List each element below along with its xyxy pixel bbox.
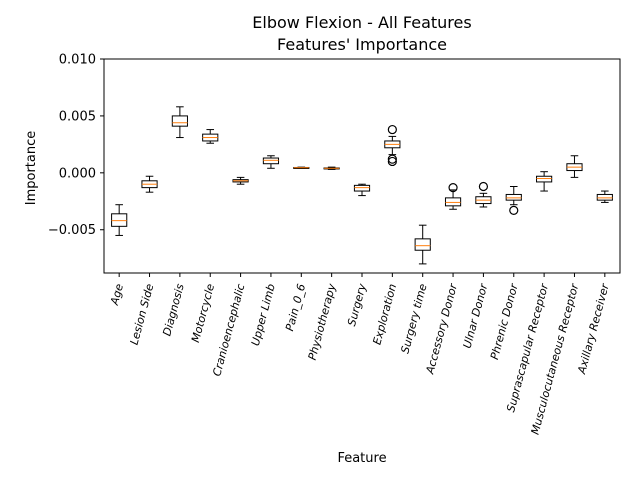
outlier-point: [448, 183, 458, 193]
x-tick-label: Physiotherapy: [306, 282, 339, 362]
x-tick-label: Pain_0_6: [283, 282, 308, 332]
x-tick-label: Cranioencephalic: [210, 282, 247, 377]
x-tick-label: Lesion Side: [128, 282, 157, 346]
box-14: [536, 171, 553, 192]
box-11: [444, 183, 462, 210]
x-tick-label: Surgery: [345, 282, 369, 328]
outlier-point: [387, 124, 397, 135]
box-1: [141, 175, 158, 193]
box-9: [384, 124, 401, 167]
x-tick-label: Upper Limb: [249, 282, 278, 347]
box-13: [505, 185, 522, 215]
box-series: [111, 106, 613, 265]
box-12: [475, 181, 492, 208]
x-tick-label: Exploration: [371, 282, 400, 346]
outlier-point: [478, 181, 489, 192]
box-15: [566, 155, 583, 178]
box-5: [262, 155, 280, 169]
outlier-point: [387, 156, 397, 167]
x-tick-label: Phrenic Donor: [488, 281, 521, 361]
y-tick-label: 0.010: [59, 53, 96, 68]
y-tick-label: 0.005: [59, 109, 96, 124]
iqr-box: [353, 184, 371, 192]
x-tick-label: Diagnosis: [160, 282, 186, 337]
y-tick-label: −0.005: [48, 223, 96, 238]
outlier-point: [509, 205, 519, 215]
iqr-box: [262, 157, 280, 165]
x-tick-label: Surgery time: [399, 282, 430, 355]
box-2: [171, 106, 188, 139]
iqr-box: [171, 115, 188, 127]
box-0: [111, 204, 128, 236]
chart-title: Elbow Flexion - All Features: [252, 13, 471, 32]
x-tick-label: Motorcycle: [189, 282, 217, 344]
y-axis: −0.005 0.000 0.005 0.010: [48, 53, 104, 238]
box-6: [293, 166, 310, 169]
iqr-box: [505, 193, 522, 201]
iqr-box: [536, 175, 553, 183]
x-tick-label: Accessory Donor: [423, 281, 460, 376]
iqr-box: [596, 193, 613, 201]
iqr-box: [414, 238, 431, 251]
box-10: [414, 224, 431, 265]
chart-subtitle: Features' Importance: [277, 35, 447, 54]
box-16: [596, 190, 613, 203]
y-axis-label: Importance: [24, 131, 39, 206]
x-tick-label: Axillary Receiver: [575, 281, 612, 376]
x-axis: Age Lesion Side Diagnosis MotorcycleCranioe…: [108, 273, 612, 436]
outlier-point: [387, 154, 397, 164]
y-tick-label: 0.000: [59, 166, 96, 181]
iqr-box: [111, 213, 128, 227]
x-tick-label: Ulnar Donor: [461, 281, 491, 350]
box-4: [232, 176, 249, 185]
box-3: [202, 129, 219, 144]
iqr-box: [444, 197, 462, 207]
x-axis-label: Feature: [337, 451, 386, 466]
box-8: [353, 183, 371, 197]
box-7: [323, 166, 340, 170]
plot-frame: [103, 58, 621, 274]
x-tick-label: Age: [108, 282, 126, 307]
